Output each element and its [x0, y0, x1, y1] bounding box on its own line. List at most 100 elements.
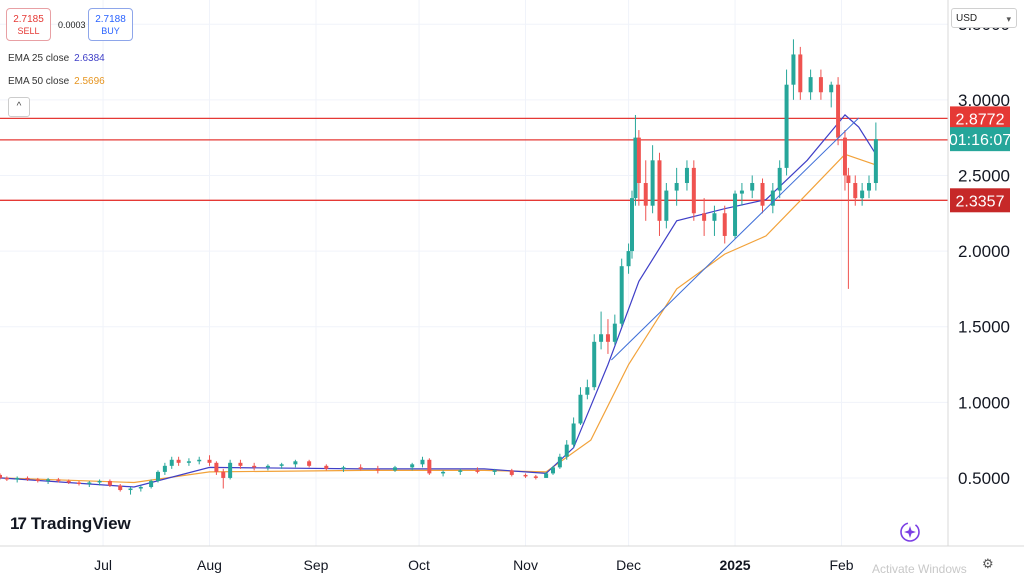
buy-button[interactable]: 2.7188 BUY	[88, 8, 133, 41]
candle-body	[56, 479, 61, 481]
price-tick-label: 3.0000	[958, 91, 1010, 110]
candle-body	[684, 167, 689, 184]
indicator-ema50[interactable]: EMA 50 close 2.5696	[8, 76, 105, 87]
candle-body	[221, 471, 226, 478]
trendline[interactable]	[611, 117, 860, 361]
ai-assistant-icon[interactable]	[898, 520, 922, 544]
price-label-badge	[950, 106, 1010, 131]
indicator-ema25[interactable]: EMA 25 close 2.6384	[8, 53, 105, 64]
candle-body	[279, 464, 284, 466]
price-tick-label: 1.0000	[958, 393, 1010, 412]
ema25-line	[0, 114, 877, 488]
candle-body	[4, 477, 9, 480]
sell-price: 2.7185	[13, 14, 44, 25]
candle-body	[633, 137, 638, 199]
candle-body	[564, 444, 569, 457]
candle-body	[585, 387, 590, 395]
sell-button[interactable]: 2.7185 SELL	[6, 8, 51, 41]
candle-body	[739, 190, 744, 194]
candle-body	[750, 183, 755, 191]
candle-body	[592, 341, 597, 388]
candle-body	[657, 160, 662, 221]
candle-body	[867, 183, 871, 191]
price-label-text: 01:16:07	[949, 132, 1011, 149]
candle-body	[760, 183, 765, 206]
tradingview-logo-icon: 17	[10, 514, 27, 533]
tradingview-logo[interactable]: 17 TradingView	[10, 514, 131, 534]
candle-body	[238, 462, 243, 466]
candle-body	[664, 190, 669, 221]
candle-body	[630, 198, 634, 252]
horizontal-lines	[0, 117, 948, 201]
chevron-up-icon: ^	[16, 101, 22, 112]
candle-body	[25, 477, 30, 480]
candle-body	[860, 190, 865, 199]
candle-body	[393, 467, 397, 471]
candle-body	[420, 459, 425, 465]
candle-body	[214, 462, 219, 472]
buy-label: BUY	[101, 26, 120, 36]
price-tick-label: 2.0000	[958, 242, 1010, 261]
candle-body	[176, 459, 181, 463]
time-axis[interactable]: Jul Aug Sep Oct Nov Dec 2025 Feb	[94, 557, 854, 573]
candle-body	[475, 470, 480, 472]
candle-body	[643, 183, 648, 206]
candle-body	[619, 266, 624, 324]
indicator-value: 2.5696	[74, 76, 105, 87]
candle-body	[197, 459, 202, 462]
candle-body	[307, 461, 312, 466]
candle-body	[0, 474, 2, 478]
candle-body	[427, 459, 432, 474]
candle-body	[612, 323, 617, 342]
candle-body	[712, 213, 717, 221]
candle-body	[169, 459, 174, 466]
indicator-label: EMA 25 close	[8, 53, 70, 64]
currency-select[interactable]: USD ▾	[951, 8, 1017, 28]
candle-body	[375, 468, 380, 471]
price-tick-label: 1.5000	[958, 318, 1010, 337]
candle-body	[674, 183, 679, 191]
candle-body	[118, 485, 123, 491]
time-tick-label: Oct	[408, 557, 430, 573]
candle-body	[156, 471, 160, 481]
candle-body	[35, 479, 40, 481]
time-tick-label: Nov	[513, 557, 538, 573]
candle-body	[853, 183, 858, 199]
time-tick-label: Dec	[616, 557, 641, 573]
candle-body	[509, 470, 514, 475]
candle-body	[410, 464, 415, 468]
candle-body	[265, 465, 270, 468]
candle-body	[777, 167, 782, 191]
candle-body	[97, 480, 102, 483]
candle-body	[293, 461, 298, 465]
candle-body	[107, 480, 112, 486]
chart-grid	[0, 0, 948, 546]
ema-lines	[0, 114, 877, 488]
candle-body	[571, 423, 576, 445]
candle-body	[557, 456, 562, 468]
candle-body	[702, 213, 707, 221]
candle-body	[605, 334, 610, 342]
time-tick-label: Sep	[304, 557, 329, 573]
price-axis[interactable]: 3.50003.00002.50002.00001.50001.00000.50…	[958, 15, 1010, 488]
settings-icon[interactable]: ⚙	[982, 556, 994, 571]
candle-body	[551, 467, 555, 474]
candle-body	[578, 394, 583, 424]
candle-body	[784, 84, 789, 168]
candle-body	[228, 462, 233, 478]
candle-body	[808, 77, 813, 93]
chevron-down-icon: ▾	[1006, 14, 1011, 24]
candle-body	[77, 482, 81, 484]
candle-body	[846, 175, 851, 184]
candle-body	[836, 84, 841, 138]
candle-body	[873, 139, 878, 184]
price-labels: 2.8772 01:16:07 2.3357	[949, 106, 1011, 213]
collapse-indicators-button[interactable]: ^	[8, 97, 30, 117]
candle-body	[358, 467, 363, 469]
candle-body	[650, 160, 655, 206]
candle-body	[791, 54, 796, 85]
candle-body	[842, 137, 847, 176]
candle-body	[626, 251, 631, 267]
candle-body	[533, 476, 538, 478]
